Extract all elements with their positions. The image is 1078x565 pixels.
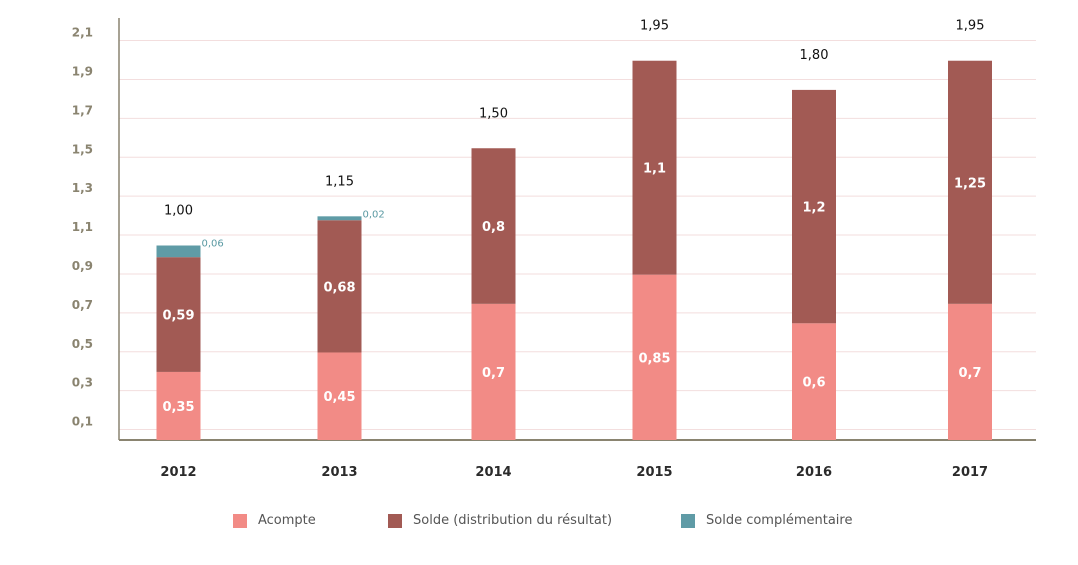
bar-segment (632, 60, 677, 275)
y-tick-label: 1,1 (72, 220, 93, 234)
bar-segment (156, 245, 201, 258)
y-tick-label: 0,5 (72, 337, 93, 351)
legend-swatch-acompte (233, 513, 247, 528)
bar-segment (317, 216, 362, 221)
data-label: 1,25 (954, 176, 986, 191)
total-label: 1,95 (640, 19, 669, 34)
bar-segment (156, 257, 201, 372)
x-tick-label: 2014 (475, 465, 511, 480)
bar-segment (792, 323, 836, 440)
data-label: 0,35 (162, 400, 194, 415)
y-tick-label: 1,7 (72, 103, 93, 117)
bar-segment (471, 148, 516, 304)
legend-swatch-solde (388, 513, 402, 528)
y-tick-label: 0,1 (72, 415, 93, 429)
total-label: 1,50 (479, 106, 508, 121)
x-tick-label: 2015 (636, 465, 672, 480)
data-label: 1,1 (643, 162, 666, 177)
bar-segment (948, 60, 992, 304)
legend-swatch-solde-complementaire (681, 513, 695, 528)
data-label: 1,2 (802, 201, 825, 216)
y-tick-label: 2,1 (72, 26, 93, 40)
x-tick-label: 2016 (796, 465, 832, 480)
data-label: 0,68 (323, 280, 355, 295)
data-label: 0,45 (323, 390, 355, 405)
bar-segment (471, 303, 516, 440)
y-tick-label: 0,3 (72, 376, 93, 390)
y-tick-label: 0,9 (72, 259, 93, 273)
legend-item-solde: Solde (distribution du résultat) (388, 513, 612, 528)
legend-label-solde-complementaire: Solde complémentaire (706, 513, 853, 528)
y-tick-label: 0,7 (72, 298, 93, 312)
bar-segment (156, 371, 201, 440)
data-label: 0,8 (482, 220, 505, 235)
y-tick-label: 1,9 (72, 64, 93, 78)
data-label: 0,7 (958, 366, 981, 381)
y-tick-label: 1,3 (72, 181, 93, 195)
stacked-bar-chart: 0,1 0,3 0,5 0,7 0,9 1,1 1,3 1,5 1,7 1,9 2,1 0,35 0,5… (72, 18, 1036, 480)
chart-legend: Acompte Solde (distribution du résultat)… (0, 513, 1078, 535)
x-tick-label: 2013 (321, 465, 357, 480)
legend-label-acompte: Acompte (258, 513, 316, 528)
data-label-small: 0,02 (363, 209, 385, 220)
y-tick-label: 1,5 (72, 142, 93, 156)
legend-label-solde: Solde (distribution du résultat) (413, 513, 613, 528)
legend-item-acompte: Acompte (233, 513, 316, 528)
bar-segment (632, 274, 677, 440)
total-label: 1,00 (164, 204, 193, 219)
data-label: 0,59 (162, 309, 194, 324)
x-tick-label: 2012 (160, 465, 196, 480)
total-label: 1,95 (956, 19, 985, 34)
bar-segment (317, 352, 362, 440)
legend-item-solde-complementaire: Solde complémentaire (681, 513, 852, 528)
total-label: 1,15 (325, 174, 354, 189)
bar-segment (792, 89, 836, 324)
data-label: 0,7 (482, 366, 505, 381)
bar-segment (948, 303, 992, 440)
data-label: 0,85 (638, 351, 670, 366)
data-label-small: 0,06 (202, 239, 224, 250)
x-tick-label: 2017 (952, 465, 988, 480)
data-label: 0,6 (802, 376, 825, 391)
bar-segment (317, 220, 362, 353)
total-label: 1,80 (800, 48, 829, 63)
